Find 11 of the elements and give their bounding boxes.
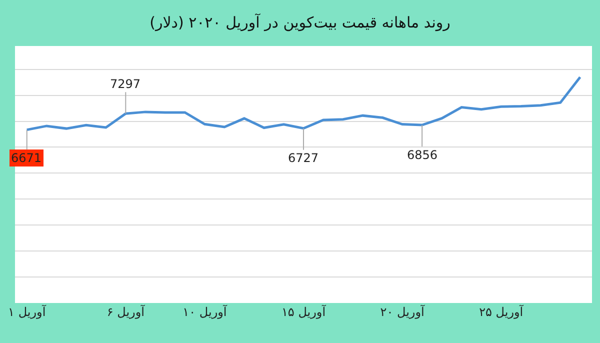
x-tick-label: ۲۵ آوریل — [479, 304, 524, 319]
data-label: 6856 — [407, 148, 438, 162]
x-tick-label: ۱۵ آوریل — [281, 304, 326, 319]
data-label: 7297 — [110, 77, 141, 91]
x-tick-label: ۶ آوریل — [106, 304, 146, 319]
data-label: 6727 — [288, 151, 319, 165]
data-label: 6671 — [11, 151, 42, 165]
x-tick-label: ۱۰ آوریل — [182, 304, 228, 319]
x-tick-label: ۱ آوریل — [8, 304, 46, 319]
chart-title: روند ماهانه قیمت بیت‌کوین در آوریل ۲۰۲۰ (دلار) — [150, 12, 450, 32]
x-tick-label: ۲۰ آوریل — [380, 304, 425, 319]
